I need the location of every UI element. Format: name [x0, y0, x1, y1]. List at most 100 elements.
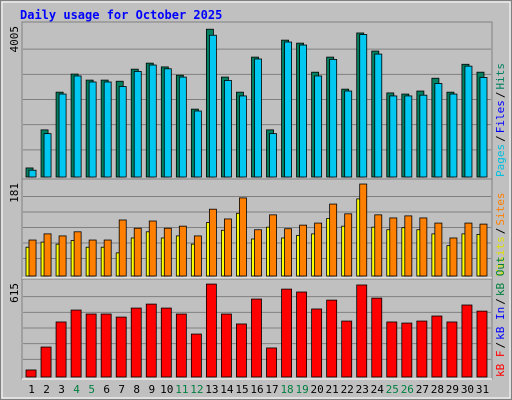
y-tick-label: 615	[8, 283, 21, 303]
legend-entry: kB In	[494, 307, 507, 340]
bar	[115, 316, 127, 378]
x-tick-label: 6	[103, 383, 110, 396]
bar	[224, 218, 232, 277]
x-tick-label: 13	[205, 383, 218, 396]
bar	[419, 217, 428, 277]
bar	[28, 239, 37, 277]
legend-entry: Hits	[494, 63, 507, 90]
bar	[163, 227, 172, 277]
bar	[314, 75, 323, 178]
bar	[70, 309, 82, 378]
bar	[344, 90, 353, 178]
x-tick-label: 5	[88, 383, 95, 396]
legend-entry: Visits	[494, 236, 507, 276]
bar	[344, 213, 353, 277]
bar	[103, 239, 112, 277]
legend-entry: Files	[494, 100, 507, 133]
bar	[389, 95, 398, 178]
legend-separator: /	[494, 92, 507, 99]
bar	[58, 235, 67, 277]
bar	[100, 313, 112, 378]
x-tick-label: 14	[220, 383, 234, 396]
x-tick-label: 15	[235, 383, 248, 396]
bar	[163, 68, 172, 178]
bar	[205, 283, 217, 378]
x-tick-label: 19	[295, 383, 308, 396]
bar	[296, 291, 308, 378]
x-tick-label: 11	[175, 383, 188, 396]
bar	[269, 214, 277, 277]
bar	[449, 237, 458, 277]
bar	[239, 197, 247, 277]
legend-separator: /	[494, 228, 507, 235]
bar	[284, 41, 292, 178]
bar	[326, 299, 338, 378]
x-tick-label: 23	[356, 383, 369, 396]
bar	[431, 315, 443, 378]
bar	[254, 58, 262, 178]
x-tick-label: 30	[461, 383, 474, 396]
x-tick-label: 21	[326, 383, 339, 396]
bar	[419, 94, 428, 178]
bar	[461, 304, 473, 378]
bar	[193, 110, 202, 178]
x-tick-label: 10	[160, 383, 173, 396]
bar	[401, 322, 413, 378]
legend: Pages/Files/Hits	[494, 63, 507, 177]
bar	[118, 219, 127, 277]
bar	[118, 86, 127, 178]
bar	[43, 233, 52, 277]
bar	[359, 183, 368, 277]
bar	[404, 215, 413, 277]
legend-separator: /	[494, 342, 507, 349]
legend-separator: /	[494, 298, 507, 305]
bar	[88, 81, 97, 178]
bar	[145, 303, 157, 378]
bar	[449, 93, 458, 178]
bar	[464, 65, 473, 178]
x-tick-label: 1	[28, 383, 35, 396]
bar	[434, 83, 443, 178]
y-tick-label: 181	[8, 183, 21, 203]
bar	[208, 34, 217, 178]
legend-entry: Sites	[494, 193, 507, 226]
bar	[434, 222, 443, 277]
bar	[148, 64, 157, 178]
bar	[374, 53, 383, 178]
bar	[269, 133, 277, 178]
legend: kB F / kB In / kB Out	[494, 256, 507, 377]
bar	[73, 231, 82, 277]
x-tick-label: 9	[148, 383, 155, 396]
bar	[329, 203, 338, 277]
bar	[479, 223, 488, 277]
bar	[281, 288, 292, 378]
x-tick-label: 25	[386, 383, 399, 396]
bar	[374, 214, 383, 277]
bar	[329, 58, 338, 178]
chart-title: Daily usage for October 2025	[20, 8, 222, 22]
bar	[40, 346, 52, 378]
bar	[299, 44, 308, 178]
bar	[85, 313, 97, 378]
bar	[359, 34, 368, 178]
bar	[464, 222, 473, 277]
x-tick-label: 27	[416, 383, 429, 396]
bar	[175, 313, 187, 378]
x-tick-label: 31	[476, 383, 489, 396]
bar	[103, 81, 112, 178]
bar	[356, 284, 368, 378]
legend-entry: Pages	[494, 144, 507, 177]
legend-separator: /	[494, 135, 507, 142]
bar	[88, 239, 97, 277]
x-tick-label: 3	[58, 383, 65, 396]
bar	[446, 321, 458, 378]
bar	[221, 313, 232, 378]
bar	[148, 220, 157, 277]
bar	[130, 307, 142, 378]
bar	[239, 95, 247, 178]
legend: Visits/ Sites	[494, 193, 507, 277]
bar	[133, 227, 142, 277]
bar	[58, 93, 67, 178]
